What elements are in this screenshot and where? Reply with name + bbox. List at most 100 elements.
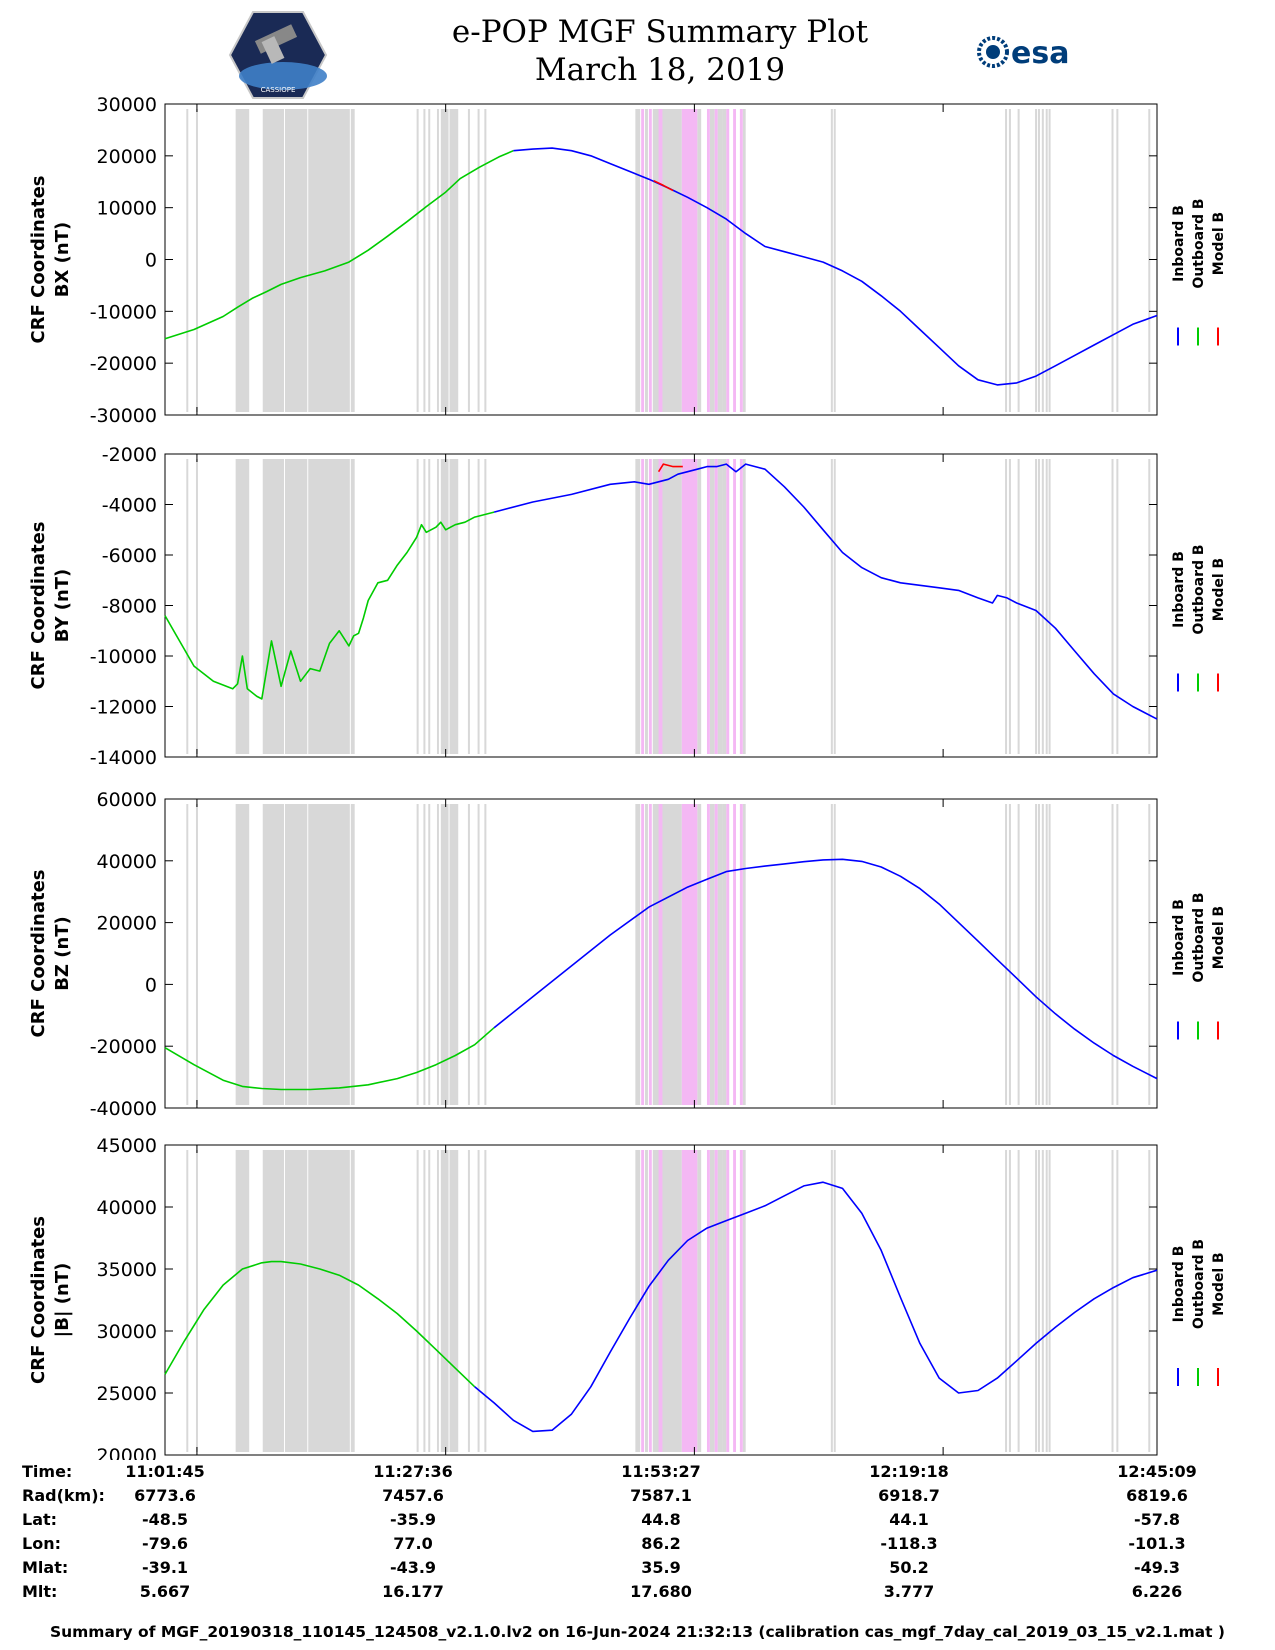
cell: 7587.1 bbox=[630, 1486, 692, 1505]
gray-band-line bbox=[1045, 1150, 1048, 1452]
pink-band bbox=[706, 804, 710, 1105]
chart-bx: 30000 20000 10000 0 -10000 -20000 -30000 CRF Co… bbox=[28, 94, 1227, 427]
cell: 6.226 bbox=[1131, 1582, 1183, 1601]
gray-band-line bbox=[467, 109, 470, 412]
pink-band bbox=[726, 1150, 730, 1452]
cell: 6819.6 bbox=[1126, 1486, 1188, 1505]
pink-band bbox=[658, 109, 663, 412]
cell: 50.2 bbox=[889, 1558, 929, 1577]
gray-band-line bbox=[477, 804, 480, 1105]
gray-band bbox=[717, 1150, 723, 1452]
row-label: Time: bbox=[22, 1462, 73, 1481]
y-axis-label: CRF Coordinates bbox=[28, 176, 49, 344]
svg-text:CASSIOPE: CASSIOPE bbox=[261, 86, 296, 94]
gray-band bbox=[635, 459, 641, 754]
pink-band bbox=[681, 1150, 698, 1452]
series-line-inboard bbox=[474, 1181, 1158, 1433]
pink-band bbox=[726, 804, 730, 1105]
legend-label: Inboard B bbox=[1171, 551, 1187, 628]
legend-label: Outboard B bbox=[1191, 544, 1207, 634]
gray-band-line bbox=[1045, 804, 1048, 1105]
y-tick-label: -14000 bbox=[90, 747, 157, 769]
gray-band-line bbox=[1041, 459, 1044, 754]
cell: -35.9 bbox=[389, 1510, 437, 1529]
footer-caption: Summary of MGF_20190318_110145_124508_v2… bbox=[49, 1623, 1226, 1641]
y-tick-label: 0 bbox=[145, 250, 157, 272]
y-tick-label: 40000 bbox=[97, 851, 157, 873]
y-tick-label: 10000 bbox=[97, 198, 157, 220]
cell: 44.8 bbox=[641, 1510, 681, 1529]
gray-band-line bbox=[1005, 804, 1008, 1105]
pink-band bbox=[648, 109, 652, 412]
row-radius: Rad(km): 6773.6 7457.6 7587.1 6918.7 681… bbox=[0, 1486, 1275, 1510]
legend-label: Model B bbox=[1211, 1252, 1227, 1315]
gray-band bbox=[652, 804, 660, 1105]
gray-band-line bbox=[436, 804, 439, 1105]
y-axis-label: CRF Coordinates bbox=[28, 522, 49, 690]
cell: 3.777 bbox=[883, 1582, 935, 1601]
cell: 16.177 bbox=[382, 1582, 444, 1601]
gray-band-line bbox=[1111, 459, 1114, 754]
gray-band bbox=[709, 459, 715, 754]
pink-band bbox=[739, 109, 743, 412]
row-label: Rad(km): bbox=[22, 1486, 105, 1505]
gray-band bbox=[308, 459, 350, 754]
y-tick-label: 35000 bbox=[97, 1259, 157, 1281]
gray-band bbox=[717, 109, 723, 412]
gray-band bbox=[350, 1150, 355, 1452]
y-tick-label: 60000 bbox=[97, 789, 157, 811]
gray-band-line bbox=[416, 109, 419, 412]
gray-band bbox=[742, 1150, 746, 1452]
gray-band-line bbox=[423, 804, 426, 1105]
gray-band bbox=[308, 1150, 350, 1452]
gray-band bbox=[659, 804, 682, 1105]
pink-band bbox=[714, 1150, 718, 1452]
gray-band-line bbox=[477, 459, 480, 754]
gray-band-line bbox=[1148, 804, 1151, 1105]
gray-band-line bbox=[830, 1150, 833, 1452]
gray-band bbox=[659, 1150, 682, 1452]
pink-band bbox=[641, 804, 645, 1105]
pink-band bbox=[706, 109, 710, 412]
gray-band-line bbox=[1111, 804, 1114, 1105]
pink-band bbox=[714, 459, 718, 754]
gray-band-line bbox=[436, 109, 439, 412]
gray-band-line bbox=[428, 109, 431, 412]
y-tick-label: 20000 bbox=[97, 913, 157, 935]
gray-band bbox=[652, 1150, 660, 1452]
gray-band bbox=[449, 804, 459, 1105]
gray-band bbox=[635, 1150, 641, 1452]
gray-band bbox=[697, 1150, 702, 1452]
gray-band-line bbox=[484, 804, 487, 1105]
gray-band bbox=[285, 804, 308, 1105]
cell: 7457.6 bbox=[382, 1486, 444, 1505]
gray-band-line bbox=[1048, 804, 1051, 1105]
y-tick-label: 45000 bbox=[97, 1135, 157, 1157]
gray-band bbox=[350, 804, 355, 1105]
gray-band-line bbox=[1017, 1150, 1020, 1452]
gray-band bbox=[722, 459, 727, 754]
gray-band-line bbox=[1116, 459, 1119, 754]
cell: 86.2 bbox=[641, 1534, 681, 1553]
series-line-inboard bbox=[493, 463, 1158, 720]
pink-band bbox=[726, 109, 730, 412]
gray-band bbox=[262, 804, 285, 1105]
gray-band bbox=[645, 1150, 648, 1452]
y-tick-label: -4000 bbox=[102, 495, 157, 517]
gray-band-line bbox=[1017, 804, 1020, 1105]
gray-band-line bbox=[1045, 109, 1048, 412]
gray-band bbox=[235, 459, 250, 754]
plot-frame bbox=[164, 798, 1158, 1109]
gray-band-line bbox=[477, 109, 480, 412]
gray-band bbox=[659, 109, 682, 412]
gray-band-line bbox=[833, 1150, 836, 1452]
cell: 6918.7 bbox=[878, 1486, 940, 1505]
row-label: Mlat: bbox=[22, 1558, 69, 1577]
gray-band-line bbox=[833, 459, 836, 754]
gray-band-line bbox=[484, 109, 487, 412]
y-tick-label: 30000 bbox=[97, 1321, 157, 1343]
gray-band-line bbox=[1048, 1150, 1051, 1452]
pink-band bbox=[739, 459, 743, 754]
pink-band bbox=[739, 804, 743, 1105]
